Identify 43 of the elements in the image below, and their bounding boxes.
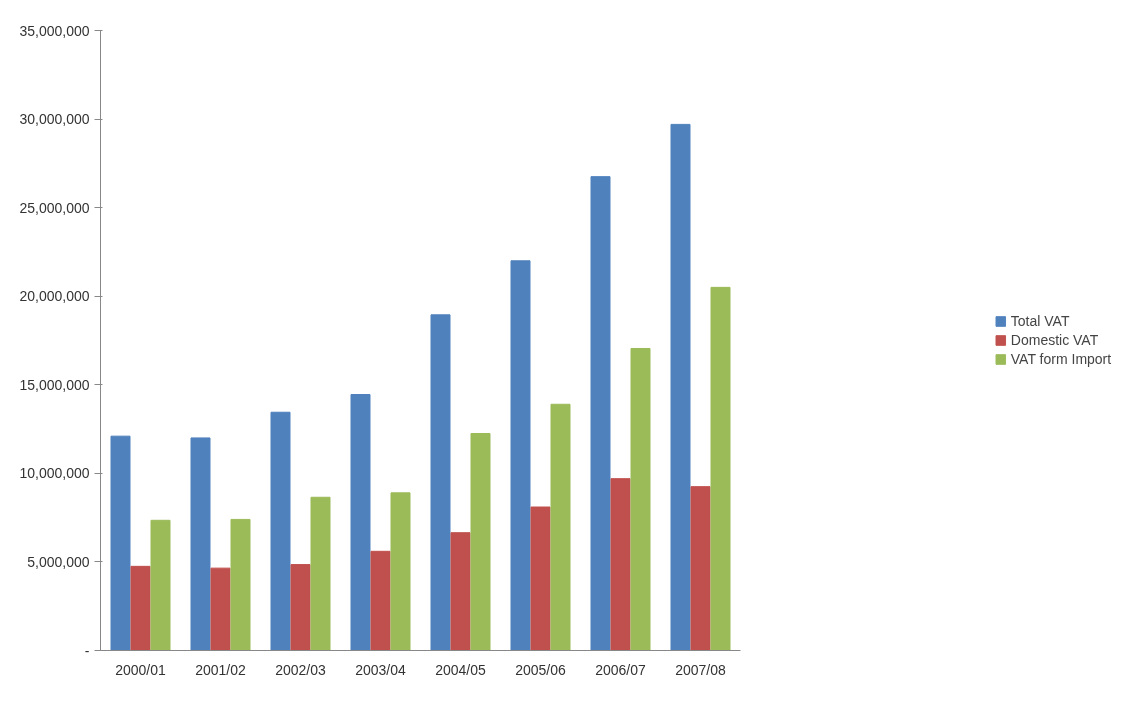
bar — [690, 486, 711, 651]
x-tick-label: 2007/08 — [675, 661, 727, 678]
x-tick-label: 2003/04 — [355, 661, 407, 678]
x-tick-label: 2004/05 — [435, 661, 487, 678]
y-tick-label: 20,000,000 — [19, 288, 90, 305]
bar — [530, 506, 551, 651]
bar — [630, 347, 651, 651]
bar — [230, 518, 251, 651]
bar — [610, 478, 631, 651]
bar — [390, 492, 411, 651]
x-tick-label: 2005/06 — [515, 661, 567, 678]
bar — [130, 565, 151, 651]
bar — [590, 176, 611, 651]
y-tick-label: 35,000,000 — [19, 22, 90, 39]
bar — [150, 519, 171, 651]
legend-label: Total VAT — [1010, 313, 1070, 329]
bar — [310, 496, 331, 651]
bar — [450, 532, 471, 651]
bar — [210, 567, 231, 651]
x-tick-label: 2002/03 — [275, 661, 327, 678]
bar — [710, 286, 731, 651]
legend-label: VAT form Import — [1010, 351, 1112, 367]
bar — [670, 123, 691, 651]
bar — [270, 411, 291, 651]
bar — [510, 260, 531, 651]
y-tick-label: 30,000,000 — [19, 111, 90, 128]
y-tick-label: 10,000,000 — [19, 465, 90, 482]
legend-label: Domestic VAT — [1010, 332, 1099, 348]
x-tick-label: 2000/01 — [115, 661, 167, 678]
y-tick-label: 15,000,000 — [19, 376, 90, 393]
y-tick-label: 25,000,000 — [19, 199, 90, 216]
bar — [370, 550, 391, 651]
x-tick-label: 2001/02 — [195, 661, 247, 678]
bar — [290, 564, 311, 651]
y-tick-label: - — [84, 642, 90, 659]
bar — [470, 433, 491, 651]
bar — [550, 403, 571, 651]
bar — [110, 435, 131, 651]
bar — [350, 394, 371, 651]
y-tick-label: 5,000,000 — [27, 553, 90, 570]
bar — [430, 314, 451, 651]
x-tick-label: 2006/07 — [595, 661, 647, 678]
bar — [190, 437, 211, 651]
